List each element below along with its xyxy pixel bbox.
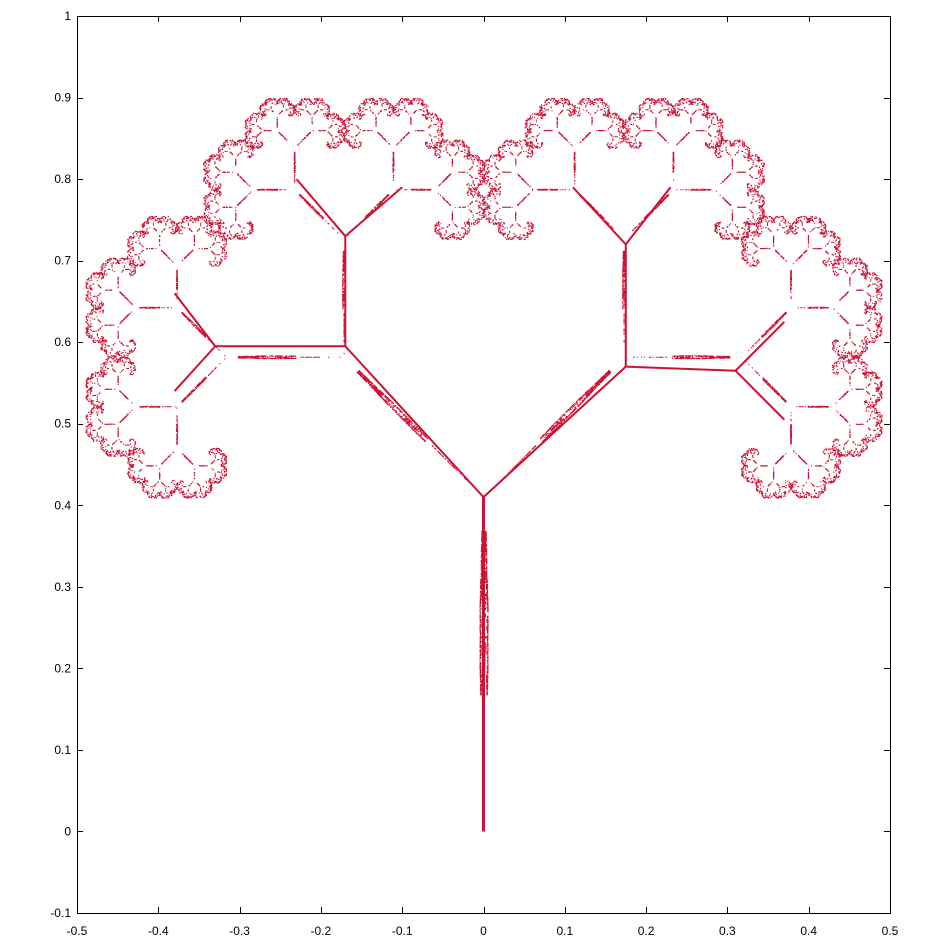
x-tick-label: 0.2: [638, 924, 655, 938]
x-tick-label: -0.4: [148, 924, 169, 938]
x-tick-label: 0.3: [719, 924, 736, 938]
tree-branch: [626, 187, 671, 244]
tree-branch: [345, 187, 402, 236]
x-tick-label: -0.1: [392, 924, 413, 938]
tree-branch: [345, 346, 483, 497]
tree-branch: [484, 367, 626, 497]
y-tick-label: 0: [64, 824, 71, 838]
x-tick-label: 0.5: [882, 924, 899, 938]
y-tick-label: 0.2: [54, 661, 71, 675]
tree-branch: [573, 187, 626, 244]
tree-branch: [175, 346, 216, 391]
x-tick-label: 0.4: [800, 924, 817, 938]
y-tick-label: 0.8: [54, 172, 71, 186]
x-tick-label: 0.1: [556, 924, 573, 938]
y-tick-label: 0.9: [54, 91, 71, 105]
y-tick-label: 0.4: [54, 498, 71, 512]
y-tick-label: 0.6: [54, 335, 71, 349]
y-tick-label: 0.1: [54, 743, 71, 757]
y-tick-label: 0.5: [54, 417, 71, 431]
y-tick-label: 1: [64, 9, 71, 23]
y-tick-label: 0.7: [54, 254, 71, 268]
y-tick-label: 0.3: [54, 580, 71, 594]
tree-branch: [297, 179, 346, 236]
x-tick-label: 0: [480, 924, 487, 938]
tree-branch: [736, 322, 785, 371]
y-tick-label: -0.1: [50, 906, 71, 920]
tree-branch: [736, 371, 785, 420]
x-tick-label: -0.3: [229, 924, 250, 938]
tree-branch: [175, 293, 216, 346]
data-points: [86, 98, 883, 832]
x-tick-label: -0.2: [311, 924, 332, 938]
x-tick-label: -0.5: [67, 924, 88, 938]
axis-tick-labels: -0.5 -0.4 -0.3 -0.2 -0.1 0 0.1 0.2 0.3 0.4 0.5 -0.1…: [50, 9, 898, 938]
tree-branch: [626, 367, 736, 371]
